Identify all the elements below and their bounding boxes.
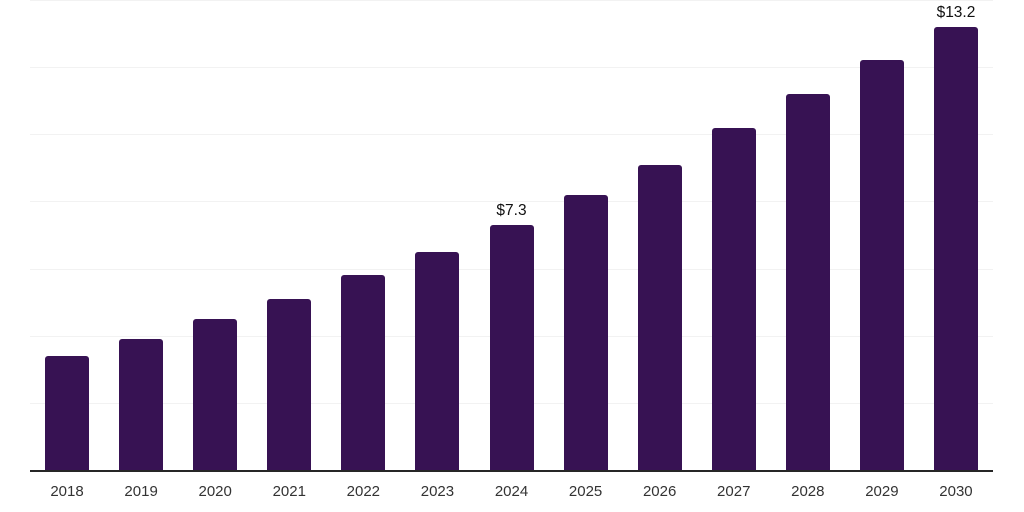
data-label-2024: $7.3 bbox=[496, 202, 527, 220]
bar-slot-2030: $13.2 bbox=[919, 0, 993, 470]
x-tick-2022: 2022 bbox=[346, 483, 381, 500]
bar-2028 bbox=[785, 94, 830, 470]
bar-slot-2024: $7.3 bbox=[474, 0, 548, 470]
bar-2024 bbox=[489, 224, 534, 470]
bar-slot-2018 bbox=[30, 0, 104, 470]
bar-2027 bbox=[711, 127, 756, 470]
bar-2026 bbox=[637, 164, 682, 470]
x-tick-2023: 2023 bbox=[420, 483, 455, 500]
gridline-12 bbox=[30, 67, 993, 69]
plot-area: $7.3 $13.2 bbox=[30, 0, 993, 472]
bar-slot-2028 bbox=[771, 0, 845, 470]
gridline-8 bbox=[30, 201, 993, 203]
bar-2025 bbox=[563, 194, 608, 470]
bar-slot-2029 bbox=[845, 0, 919, 470]
bar-slot-2026 bbox=[623, 0, 697, 470]
bar-2021 bbox=[267, 298, 312, 470]
x-tick-2021: 2021 bbox=[272, 483, 306, 500]
bar-2019 bbox=[119, 339, 164, 470]
gridline-10 bbox=[30, 134, 993, 136]
bar-chart: $7.3 $13.2 2018 2019 2020 2021 2022 2023 2024 20… bbox=[30, 0, 993, 501]
bar-2022 bbox=[341, 275, 386, 470]
x-tick-2030: 2030 bbox=[939, 483, 973, 500]
bar-slot-2019 bbox=[104, 0, 178, 470]
bar-slot-2023 bbox=[400, 0, 474, 470]
x-axis: 2018 2019 2020 2021 2022 2023 2024 2025 2026 2027… bbox=[30, 483, 993, 501]
bar-2018 bbox=[45, 355, 90, 470]
bar-series: $7.3 $13.2 bbox=[30, 0, 993, 470]
bar-slot-2022 bbox=[326, 0, 400, 470]
x-tick-2025: 2025 bbox=[568, 483, 603, 500]
data-label-2030: $13.2 bbox=[936, 4, 976, 22]
bar-2029 bbox=[859, 60, 904, 470]
x-tick-2026: 2026 bbox=[642, 483, 677, 500]
x-tick-2024: 2024 bbox=[494, 483, 529, 500]
bar-slot-2021 bbox=[252, 0, 326, 470]
x-tick-2028: 2028 bbox=[791, 483, 825, 500]
x-tick-2029: 2029 bbox=[865, 483, 899, 500]
x-tick-2027: 2027 bbox=[717, 483, 751, 500]
x-tick-2018: 2018 bbox=[50, 483, 84, 500]
x-tick-2019: 2019 bbox=[124, 483, 158, 500]
gridline-14 bbox=[30, 0, 993, 1]
bar-2023 bbox=[415, 251, 460, 470]
bar-slot-2020 bbox=[178, 0, 252, 470]
x-tick-2020: 2020 bbox=[198, 483, 232, 500]
bar-2020 bbox=[193, 318, 238, 470]
bar-2030 bbox=[933, 26, 978, 470]
bar-slot-2027 bbox=[697, 0, 771, 470]
bar-slot-2025 bbox=[549, 0, 623, 470]
